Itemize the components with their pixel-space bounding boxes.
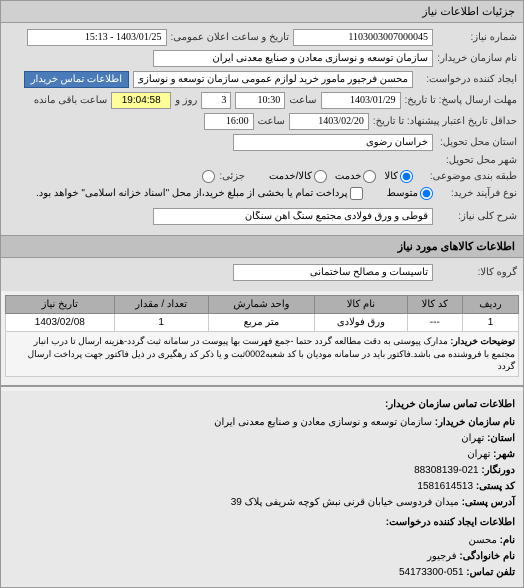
payment-checkbox-input[interactable]	[350, 187, 363, 200]
name-value: محسن	[469, 535, 497, 546]
validity-time-input[interactable]	[204, 113, 254, 130]
page-title: جزئیات اطلاعات نیاز	[1, 1, 523, 23]
phone-label: تلفن تماس:	[466, 567, 515, 578]
radio-kala-khadamat-input[interactable]	[314, 170, 327, 183]
province-label: استان:	[487, 433, 515, 444]
col-unit: واحد شمارش	[208, 296, 314, 314]
other-radio[interactable]	[202, 170, 215, 183]
deadline-date-input[interactable]	[321, 92, 401, 109]
saat-label-2: ساعت	[258, 116, 285, 127]
priority-medium-input[interactable]	[420, 187, 433, 200]
rooz-label: روز و	[175, 95, 197, 106]
remaining-time: 19:04:58	[111, 92, 171, 109]
postal-value: 1581614513	[417, 481, 473, 492]
deadline-time-input[interactable]	[235, 92, 285, 109]
delivery-city-label: شهر محل تحویل:	[437, 155, 517, 166]
subject-class-label: طبقه بندی موضوعی:	[417, 171, 517, 182]
cell-name: ورق فولادی	[315, 314, 407, 332]
days-input[interactable]	[201, 92, 231, 109]
request-number-input[interactable]	[293, 29, 433, 46]
address-value: میدان فردوسی خیابان قرنی نبش کوچه شریفی …	[231, 497, 459, 508]
cell-unit: متر مربع	[208, 314, 314, 332]
creator-input[interactable]	[133, 71, 413, 88]
contact-section-title: اطلاعات تماس سازمان خریدار:	[9, 397, 515, 413]
items-table: ردیف کد کالا نام کالا واحد شمارش تعداد /…	[5, 295, 519, 377]
name-label: نام:	[500, 535, 515, 546]
address-label: آدرس پستی:	[462, 497, 515, 508]
radio-kala[interactable]: کالا	[384, 170, 413, 183]
note-label: توضیحات خریدار:	[450, 336, 515, 346]
buyer-name-input[interactable]	[153, 50, 433, 67]
items-section-title: اطلاعات کالاهای مورد نیاز	[1, 235, 523, 258]
saat-label-1: ساعت	[289, 95, 316, 106]
col-code: کد کالا	[407, 296, 462, 314]
city-value: تهران	[467, 449, 490, 460]
col-num: ردیف	[463, 296, 519, 314]
deadline-label: مهلت ارسال پاسخ: تا تاریخ:	[405, 95, 517, 106]
postal-label: کد پستی:	[476, 481, 515, 492]
buyer-name-label: نام سازمان خریدار:	[437, 53, 517, 64]
contact-info-button[interactable]: اطلاعات تماس خریدار	[24, 71, 129, 88]
cell-date: 1403/02/08	[6, 314, 115, 332]
priority-label: نوع فرآیند خرید:	[437, 188, 517, 199]
family-label: نام خانوادگی:	[459, 551, 515, 562]
radio-kala-khadamat[interactable]: کالا/خدمت	[269, 170, 327, 183]
note-row: توضیحات خریدار: مدارک پیوستی به دقت مطال…	[6, 332, 519, 377]
phone-value: 051-54173300	[399, 567, 464, 578]
family-value: فرجیور	[427, 551, 457, 562]
total-label: شرح کلی نیاز:	[437, 211, 517, 222]
fax-label: دورنگار:	[481, 465, 515, 476]
total-desc-input[interactable]	[153, 208, 433, 225]
announce-date-label: تاریخ و ساعت اعلان عمومی:	[171, 32, 290, 43]
cell-code: ---	[407, 314, 462, 332]
delivery-province-input[interactable]	[233, 134, 433, 151]
radio-khadamat-input[interactable]	[363, 170, 376, 183]
col-qty: تعداد / مقدار	[114, 296, 208, 314]
remaining-label: ساعت باقی مانده	[34, 95, 107, 106]
org-value: سازمان توسعه و نوسازی معادن و صنایع معدن…	[214, 417, 432, 428]
cell-qty: 1	[114, 314, 208, 332]
group-input[interactable]	[233, 264, 433, 281]
org-label: نام سازمان خریدار:	[435, 417, 515, 428]
col-date: تاریخ نیاز	[6, 296, 115, 314]
table-row[interactable]: 1 --- ورق فولادی متر مربع 1 1403/02/08	[6, 314, 519, 332]
fax-value: 021-88308139	[414, 465, 479, 476]
col-name: نام کالا	[315, 296, 407, 314]
validity-date-input[interactable]	[289, 113, 369, 130]
radio-khadamat[interactable]: خدمت	[335, 170, 377, 183]
cell-num: 1	[463, 314, 519, 332]
validity-label: حداقل تاریخ اعتبار پیشنهاد: تا تاریخ:	[373, 116, 517, 127]
city-label: شهر:	[493, 449, 515, 460]
creator-label: ایجاد کننده درخواست:	[417, 74, 517, 85]
request-number-label: شماره نیاز:	[437, 32, 517, 43]
delivery-province-label: استان محل تحویل:	[437, 137, 517, 148]
province-value: تهران	[461, 433, 484, 444]
note-text: مدارک پیوستی به دقت مطالعه گردد حتما -جم…	[28, 336, 515, 371]
priority-medium[interactable]: متوسط	[387, 187, 433, 200]
payment-checkbox[interactable]: پرداخت تمام یا بخشی از مبلغ خرید،از محل …	[36, 187, 363, 200]
announce-date-input[interactable]	[27, 29, 167, 46]
contact-person-title: اطلاعات ایجاد کننده درخواست:	[9, 515, 515, 531]
other-label: جزئی:	[219, 171, 245, 182]
group-label: گروه کالا:	[437, 267, 517, 278]
radio-kala-input[interactable]	[400, 170, 413, 183]
